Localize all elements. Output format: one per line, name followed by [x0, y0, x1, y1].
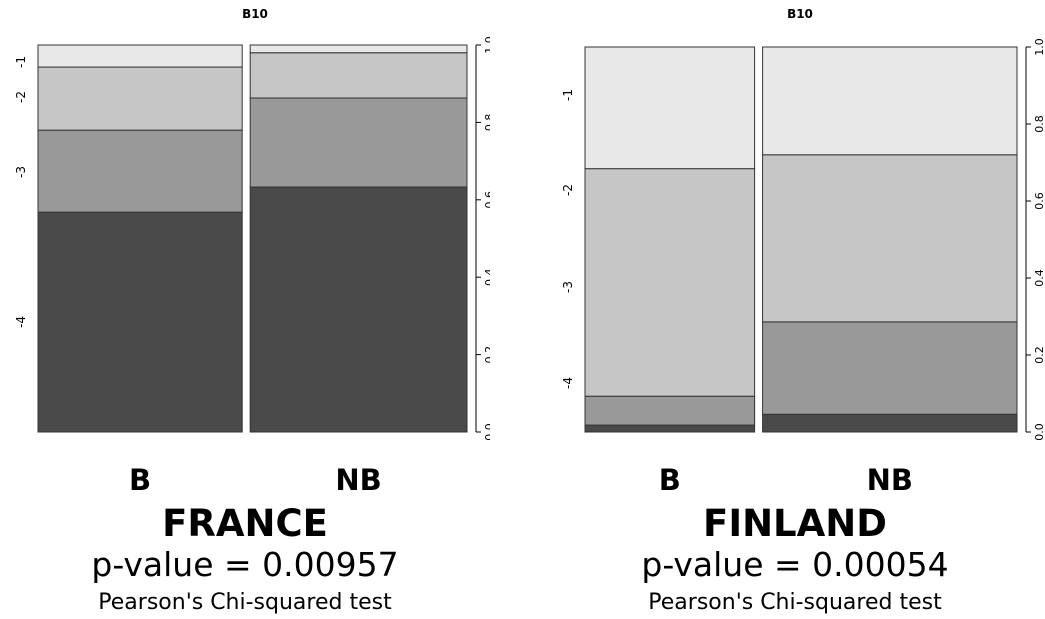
right-axis-tick-label: 0.6	[1033, 192, 1045, 210]
right-axis-tick-label: 0.6	[483, 191, 490, 209]
left-level-label: -4	[561, 377, 575, 389]
country-label: FINLAND	[703, 502, 887, 545]
right-axis-tick-label: 0.0	[483, 423, 490, 441]
finland-panel: B10 B NB 0.0 0.2 0.4 0.6 0.8 1.0 -1 -2 -3 -4 FINLAND…	[545, 0, 1045, 619]
bar-segment-nb-level-4	[762, 413, 1018, 433]
bar-segment-b-level-1	[584, 46, 756, 170]
right-axis-tick-label: 0.8	[1033, 115, 1045, 133]
bar-segment-b-level-1	[37, 44, 243, 68]
p-value-label: p-value = 0.00957	[91, 545, 399, 584]
bar-segment-b-level-3	[584, 395, 756, 426]
bar-segment-nb-level-4	[249, 186, 468, 433]
bar-segment-nb-level-1	[762, 46, 1018, 156]
test-label: Pearson's Chi-squared test	[98, 590, 392, 615]
p-value-label: p-value = 0.00054	[641, 545, 949, 584]
right-axis-tick-label: 0.4	[483, 268, 490, 286]
right-axis-tick-label: 1.0	[483, 36, 490, 54]
france-spineplot: B10 B NB 0.0 0.2 0.4 0.6 0.8 1.0 -1 -2 -3 -4	[14, 7, 490, 497]
test-label: Pearson's Chi-squared test	[648, 590, 942, 615]
right-axis-tick-label: 0.2	[1033, 346, 1045, 364]
right-axis-tick-label: 0.2	[483, 346, 490, 364]
bar-segment-nb-level-3	[249, 97, 468, 188]
left-level-label: -3	[561, 281, 575, 293]
left-level-label: -4	[14, 316, 28, 328]
right-axis-tick-label: 1.0	[1033, 38, 1045, 56]
bar-segment-nb-level-2	[249, 52, 468, 99]
left-level-label: -1	[561, 89, 575, 101]
france-panel: B10 B NB 0.0 0.2 0.4 0.6 0.8 1.0 -1 -2 -3 -4 FRANCE …	[0, 0, 490, 619]
right-axis-tick-label: 0.0	[1033, 423, 1045, 441]
right-axis-tick-label: 0.8	[483, 114, 490, 131]
chart-title: B10	[242, 7, 268, 21]
bar-segment-b-level-2	[584, 168, 756, 397]
bar-segment-b-level-4	[37, 211, 243, 433]
bar-segment-b-level-3	[37, 129, 243, 213]
category-label: NB	[335, 463, 381, 497]
left-level-label: -1	[14, 56, 28, 68]
finland-spineplot: B10 B NB 0.0 0.2 0.4 0.6 0.8 1.0 -1 -2 -3 -4	[561, 7, 1045, 497]
bar-segment-nb-level-2	[762, 154, 1018, 323]
country-label: FRANCE	[162, 502, 328, 545]
left-level-label: -2	[14, 91, 28, 103]
category-label: B	[659, 463, 681, 497]
bar-segment-b-level-2	[37, 66, 243, 131]
category-label: B	[129, 463, 151, 497]
left-level-label: -2	[561, 184, 575, 196]
bar-segment-nb-level-1	[249, 44, 468, 54]
right-axis-tick-label: 0.4	[1033, 269, 1045, 287]
left-level-label: -3	[14, 166, 28, 178]
chart-title: B10	[787, 7, 813, 21]
bar-segment-nb-level-3	[762, 321, 1018, 415]
category-label: NB	[867, 463, 913, 497]
bar-segment-b-level-4	[584, 424, 756, 433]
